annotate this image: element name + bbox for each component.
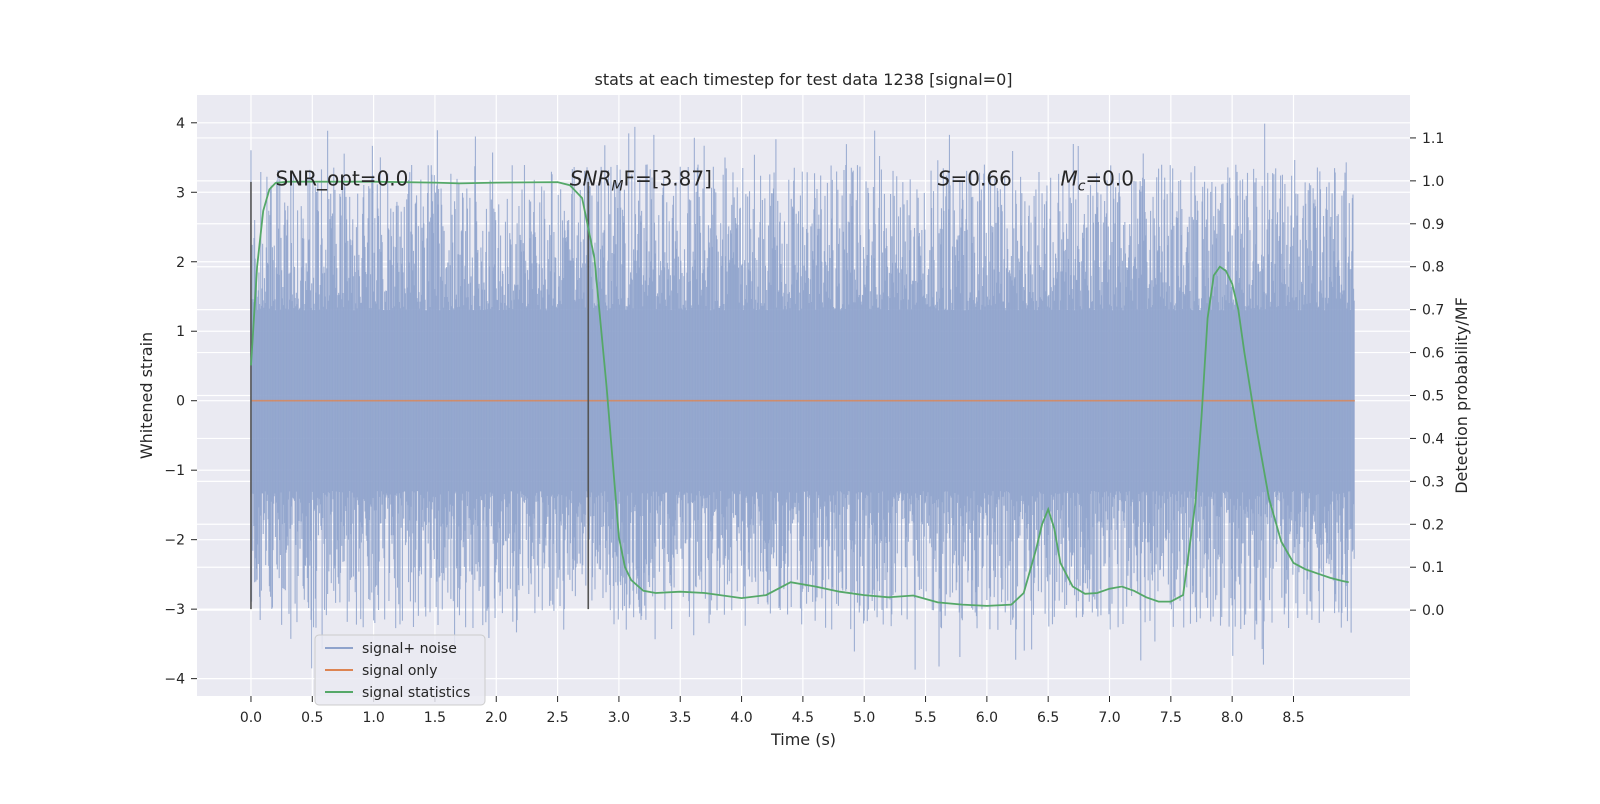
x-tick-label: 5.5 [914, 710, 936, 726]
statistics-line [250, 180, 1349, 607]
y-right-tick-label: 0.1 [1422, 560, 1444, 576]
signal-statistics-series [250, 180, 1349, 607]
x-tick-label: 0.5 [301, 710, 323, 726]
y-left-tick-label: −4 [164, 672, 185, 688]
y-axis-left: −4 −3 −2 −1 0 1 2 3 4 [164, 116, 197, 688]
legend: signal+ noise signal only signal statistic… [314, 634, 486, 706]
y-right-tick-label: 0.0 [1422, 603, 1444, 619]
x-tick-label: 8.0 [1221, 710, 1243, 726]
x-tick-label: 5.0 [853, 710, 875, 726]
annotations: SNR_opt=0.0 SNRMF=[3.87] S=0.66 Mc=0.0 [275, 166, 1134, 194]
legend-box [314, 634, 486, 706]
y-left-tick-label: 2 [176, 255, 185, 271]
y-axis-left-label: Whitened strain [137, 332, 156, 459]
x-tick-label: 6.5 [1037, 710, 1059, 726]
x-axis-label: Time (s) [770, 730, 836, 749]
y-right-tick-label: 0.2 [1422, 517, 1444, 533]
x-tick-label: 1.5 [424, 710, 446, 726]
x-tick-label: 8.5 [1282, 710, 1304, 726]
x-tick-label: 2.0 [485, 710, 507, 726]
x-tick-label: 0.0 [240, 710, 262, 726]
y-right-tick-label: 0.7 [1422, 303, 1444, 319]
x-tick-label: 7.5 [1160, 710, 1182, 726]
annotation-mc-value: Mc=0.0 [1060, 166, 1134, 194]
legend-entry: signal only [362, 663, 437, 679]
y-right-tick-label: 0.5 [1422, 389, 1444, 405]
annotation-snr-mf: SNRMF=[3.87] [570, 166, 712, 194]
x-tick-label: 7.0 [1098, 710, 1120, 726]
legend-entry: signal statistics [362, 685, 470, 701]
y-axis-right-label: Detection probability/MF [1452, 297, 1471, 494]
x-tick-label: 4.5 [792, 710, 814, 726]
marker-lines [250, 181, 590, 610]
x-tick-label: 3.5 [669, 710, 691, 726]
y-right-tick-label: 1.0 [1422, 174, 1444, 190]
annotation-snr-opt: SNR_opt=0.0 [275, 166, 408, 190]
y-right-tick-label: 0.9 [1422, 217, 1444, 233]
y-left-tick-label: −1 [164, 463, 185, 479]
x-tick-label: 2.5 [546, 710, 568, 726]
annotation-s-value: S=0.66 [938, 166, 1012, 190]
legend-entry: signal+ noise [362, 641, 457, 657]
x-tick-label: 3.0 [608, 710, 630, 726]
y-right-tick-label: 1.1 [1422, 131, 1444, 147]
chart-title: stats at each timestep for test data 123… [594, 70, 1012, 89]
x-tick-label: 4.0 [730, 710, 752, 726]
x-axis: 0.0 0.5 1.0 1.5 2.0 2.5 3.0 3.5 4.0 4.5 5.0 5.5 6.0 6… [240, 696, 1305, 726]
y-left-tick-label: 0 [176, 394, 185, 410]
y-left-tick-label: −3 [164, 602, 185, 618]
y-right-tick-label: 0.6 [1422, 346, 1444, 362]
y-left-tick-label: 3 [176, 185, 185, 201]
x-tick-label: 1.0 [362, 710, 384, 726]
y-left-tick-label: 4 [176, 116, 185, 132]
y-right-tick-label: 0.3 [1422, 474, 1444, 490]
y-left-tick-label: −2 [164, 533, 185, 549]
signal-noise-series [250, 123, 1355, 670]
y-axis-right: 0.0 0.1 0.2 0.3 0.4 0.5 0.6 0.7 0.8 0.9 1.0 1.1 [1410, 131, 1444, 619]
y-right-tick-label: 0.8 [1422, 260, 1444, 276]
y-right-tick-label: 0.4 [1422, 431, 1444, 447]
x-tick-label: 6.0 [976, 710, 998, 726]
y-left-tick-label: 1 [176, 324, 185, 340]
